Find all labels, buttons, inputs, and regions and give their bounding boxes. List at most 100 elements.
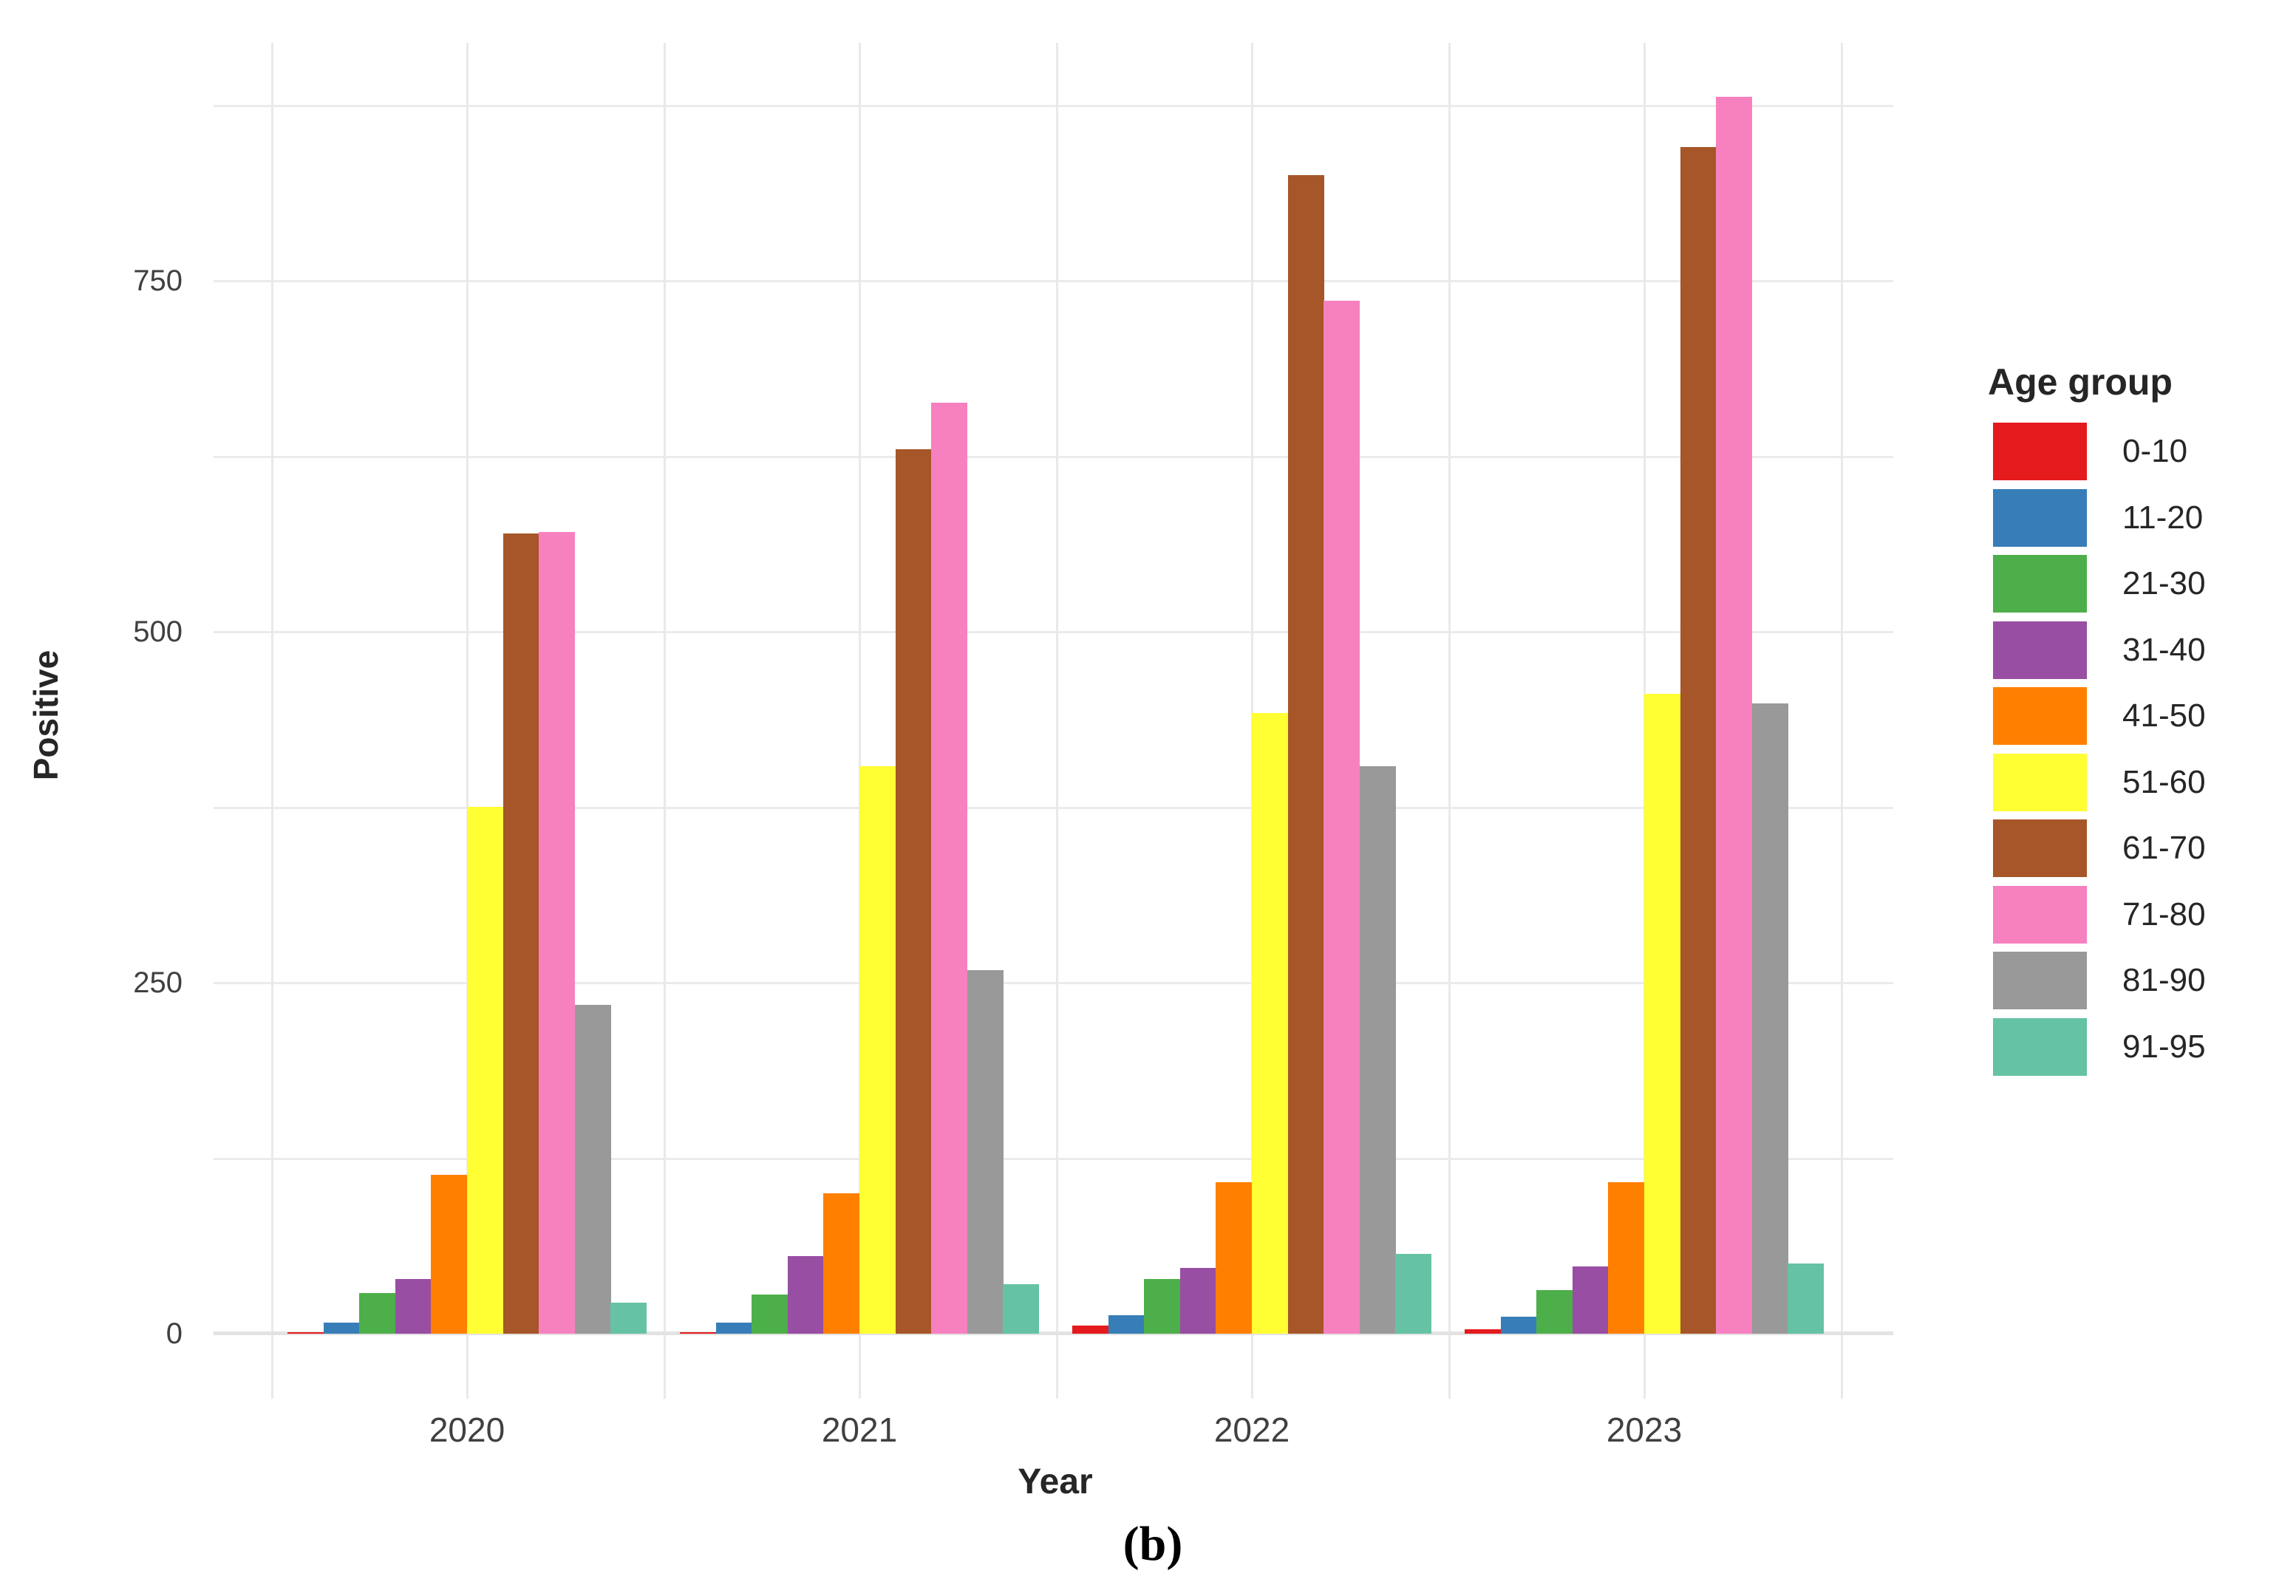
bar-2020-31-40 — [395, 1279, 432, 1334]
bar-2023-0-10 — [1465, 1329, 1501, 1334]
legend-swatch-31-40 — [1993, 621, 2087, 679]
y-tick-label-500: 500 — [133, 615, 183, 648]
gridline-minor-y-375 — [214, 806, 1893, 809]
legend-item-41-50: 41-50 — [1988, 687, 2291, 745]
bar-2021-81-90 — [967, 970, 1004, 1334]
legend-label-0-10: 0-10 — [2122, 433, 2188, 469]
legend-label-51-60: 51-60 — [2122, 764, 2206, 800]
bar-2023-31-40 — [1573, 1266, 1609, 1334]
legend-label-71-80: 71-80 — [2122, 896, 2206, 932]
x-axis-title: Year — [1018, 1462, 1093, 1501]
bar-2022-61-70 — [1288, 175, 1324, 1334]
gridline-minor-x-2 — [1056, 43, 1058, 1399]
y-axis-title: Positive — [27, 649, 65, 781]
bar-2020-91-95 — [610, 1303, 647, 1334]
legend-item-21-30: 21-30 — [1988, 555, 2291, 613]
legend-item-0-10: 0-10 — [1988, 423, 2291, 480]
bar-2022-71-80 — [1324, 301, 1360, 1334]
bar-2021-41-50 — [823, 1193, 859, 1334]
bar-2021-61-70 — [896, 449, 932, 1334]
legend-item-81-90: 81-90 — [1988, 952, 2291, 1009]
legend-swatch-91-95 — [1993, 1018, 2087, 1076]
bar-2023-71-80 — [1716, 97, 1752, 1334]
legend-label-31-40: 31-40 — [2122, 632, 2206, 668]
legend-label-61-70: 61-70 — [2122, 830, 2206, 866]
y-tick-label-0: 0 — [166, 1317, 183, 1350]
legend-item-11-20: 11-20 — [1988, 489, 2291, 547]
legend-label-41-50: 41-50 — [2122, 698, 2206, 734]
bar-2021-91-95 — [1003, 1284, 1039, 1334]
y-tick-label-250: 250 — [133, 966, 183, 999]
bar-2022-0-10 — [1072, 1326, 1108, 1334]
legend-title: Age group — [1988, 361, 2173, 403]
bar-2023-11-20 — [1501, 1317, 1537, 1334]
legend-label-81-90: 81-90 — [2122, 962, 2206, 998]
bar-2022-31-40 — [1180, 1268, 1216, 1334]
gridline-major-x-2020 — [466, 43, 469, 1399]
x-tick-label-2022: 2022 — [1213, 1411, 1290, 1449]
legend-swatch-0-10 — [1993, 423, 2087, 480]
bar-2022-41-50 — [1216, 1182, 1252, 1334]
x-tick-label-2023: 2023 — [1606, 1411, 1683, 1449]
x-axis-line — [214, 1331, 1893, 1335]
bar-2022-91-95 — [1395, 1254, 1431, 1334]
legend-item-51-60: 51-60 — [1988, 754, 2291, 811]
bar-2020-71-80 — [539, 532, 575, 1334]
bar-2020-41-50 — [431, 1175, 467, 1334]
bar-2021-31-40 — [788, 1256, 824, 1334]
gridline-minor-y-625 — [214, 455, 1893, 458]
bar-2022-81-90 — [1360, 766, 1396, 1334]
legend: Age group 0-10 11-20 21-30 31-40 41-50 51-60 6… — [1988, 361, 2291, 1084]
gridline-minor-x-3 — [1448, 43, 1451, 1399]
bar-2023-81-90 — [1752, 703, 1788, 1334]
gridline-minor-x-0 — [271, 43, 273, 1399]
bar-2021-0-10 — [680, 1332, 716, 1334]
bar-2020-21-30 — [359, 1293, 395, 1334]
bar-2023-61-70 — [1680, 147, 1717, 1334]
bar-2020-0-10 — [287, 1332, 324, 1334]
gridline-minor-y-875 — [214, 104, 1893, 107]
gridline-minor-y-125 — [214, 1157, 1893, 1160]
bar-2022-21-30 — [1144, 1279, 1180, 1334]
legend-swatch-41-50 — [1993, 687, 2087, 745]
bar-2021-21-30 — [752, 1295, 788, 1334]
bar-2021-11-20 — [716, 1323, 752, 1334]
bar-2023-51-60 — [1644, 694, 1680, 1334]
legend-label-21-30: 21-30 — [2122, 565, 2206, 601]
bar-2020-61-70 — [503, 533, 539, 1334]
legend-item-61-70: 61-70 — [1988, 819, 2291, 877]
x-tick-label-2020: 2020 — [429, 1411, 505, 1449]
legend-item-71-80: 71-80 — [1988, 886, 2291, 944]
bar-2020-51-60 — [467, 807, 503, 1334]
legend-item-91-95: 91-95 — [1988, 1018, 2291, 1076]
bar-2023-91-95 — [1788, 1264, 1824, 1334]
bar-2023-41-50 — [1608, 1182, 1644, 1334]
bar-2021-51-60 — [859, 766, 896, 1334]
x-tick-label-2021: 2021 — [821, 1411, 898, 1449]
legend-swatch-61-70 — [1993, 819, 2087, 877]
y-tick-label-750: 750 — [133, 265, 183, 297]
bar-2020-81-90 — [575, 1005, 611, 1334]
legend-items: 0-10 11-20 21-30 31-40 41-50 51-60 61-70 71-80 8… — [1988, 423, 2291, 1084]
legend-swatch-51-60 — [1993, 754, 2087, 811]
gridline-minor-x-4 — [1841, 43, 1843, 1399]
legend-swatch-21-30 — [1993, 555, 2087, 613]
bar-2022-11-20 — [1108, 1315, 1145, 1334]
legend-label-11-20: 11-20 — [2122, 499, 2204, 536]
bar-2023-21-30 — [1536, 1290, 1573, 1334]
legend-label-91-95: 91-95 — [2122, 1029, 2206, 1065]
gridline-major-y-500 — [214, 631, 1893, 633]
legend-swatch-71-80 — [1993, 886, 2087, 944]
bar-2020-11-20 — [324, 1323, 360, 1334]
gridline-major-y-750 — [214, 280, 1893, 282]
gridline-minor-x-1 — [664, 43, 666, 1399]
bar-2021-71-80 — [931, 403, 967, 1334]
figure-caption: (b) — [1123, 1517, 1183, 1571]
gridline-major-y-250 — [214, 982, 1893, 984]
legend-item-31-40: 31-40 — [1988, 621, 2291, 679]
legend-swatch-11-20 — [1993, 489, 2087, 547]
gridline-major-x-2021 — [859, 43, 861, 1399]
legend-swatch-81-90 — [1993, 952, 2087, 1009]
bar-2022-51-60 — [1252, 713, 1288, 1334]
